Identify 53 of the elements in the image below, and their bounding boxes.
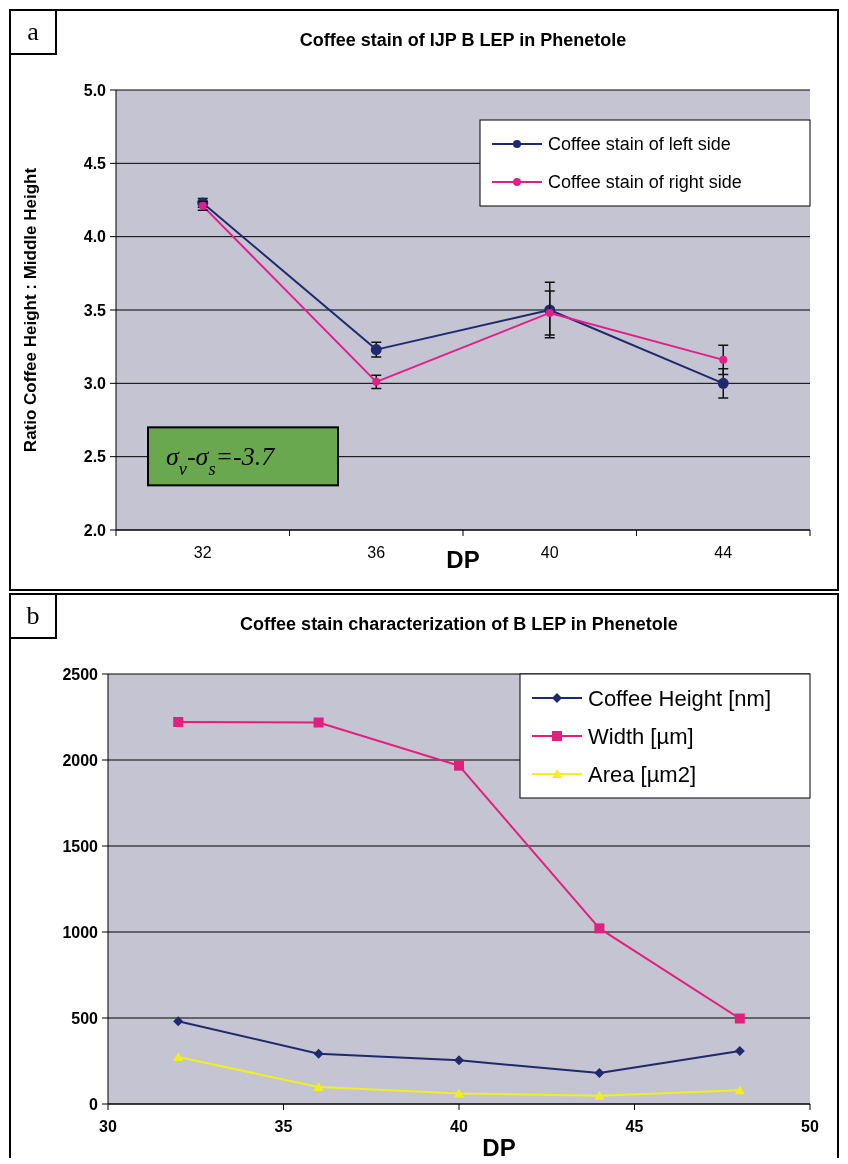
y-tick-label: 500	[71, 1009, 99, 1027]
y-tick-label: 0	[89, 1095, 99, 1113]
point	[313, 1081, 324, 1091]
y-tick-label: 3.5	[83, 301, 107, 319]
point	[719, 355, 728, 364]
point	[454, 1055, 464, 1066]
point	[313, 717, 324, 728]
y-tick-label: 4.0	[83, 228, 107, 246]
point	[594, 1068, 605, 1079]
x-tick-label: 40	[540, 544, 559, 561]
x-tick-label: 30	[99, 1118, 117, 1135]
point	[594, 1090, 605, 1100]
chart-title: Coffee stain characterization of B LEP in Phenetole	[240, 614, 678, 634]
y-tick-label: 5.0	[83, 81, 107, 99]
legend-label: Area [µm2]	[588, 761, 697, 787]
point	[545, 308, 554, 317]
x-tick-label: 45	[625, 1118, 644, 1135]
y-tick-label: 1000	[62, 923, 99, 941]
point	[717, 377, 729, 389]
y-axis-title: Ratio Coffee Height : Middle Height	[21, 167, 40, 453]
legend-label: Coffee Height [nm]	[588, 685, 772, 711]
x-tick-label: 35	[274, 1118, 293, 1135]
point	[313, 1048, 324, 1059]
y-tick-label: 4.5	[83, 154, 107, 172]
point	[173, 716, 184, 727]
y-tick-label: 2500	[62, 665, 99, 683]
x-axis-title: DP	[482, 1134, 516, 1161]
x-tick-label: 36	[367, 544, 386, 561]
chart-title: Coffee stain of IJP B LEP in Phenetole	[299, 30, 627, 50]
point	[594, 923, 605, 934]
point	[734, 1013, 745, 1024]
y-tick-label: 2.5	[83, 448, 107, 466]
point	[173, 1016, 184, 1027]
y-tick-label: 1500	[62, 837, 99, 855]
point	[734, 1046, 745, 1057]
x-tick-label: 40	[450, 1118, 468, 1135]
legend-label: Width [µm]	[588, 723, 694, 749]
x-tick-label: 50	[801, 1118, 819, 1135]
x-tick-label: 44	[714, 544, 733, 561]
point	[454, 1088, 464, 1098]
text: b	[26, 601, 40, 630]
x-tick-label: 32	[193, 544, 212, 561]
y-tick-label: 2.0	[83, 521, 107, 539]
point	[454, 760, 464, 771]
text: a	[27, 17, 40, 46]
legend-label: Coffee stain of left side	[548, 134, 731, 155]
annotation: σ$_{v}$-σ$_{s}$=-3.7	[166, 442, 276, 480]
x-axis-title: DP	[446, 546, 480, 573]
point	[173, 1052, 184, 1062]
point	[734, 1085, 745, 1095]
y-tick-label: 2000	[62, 751, 99, 769]
y-tick-label: 3.0	[83, 374, 107, 392]
legend-label: Coffee stain of right side	[548, 172, 742, 193]
